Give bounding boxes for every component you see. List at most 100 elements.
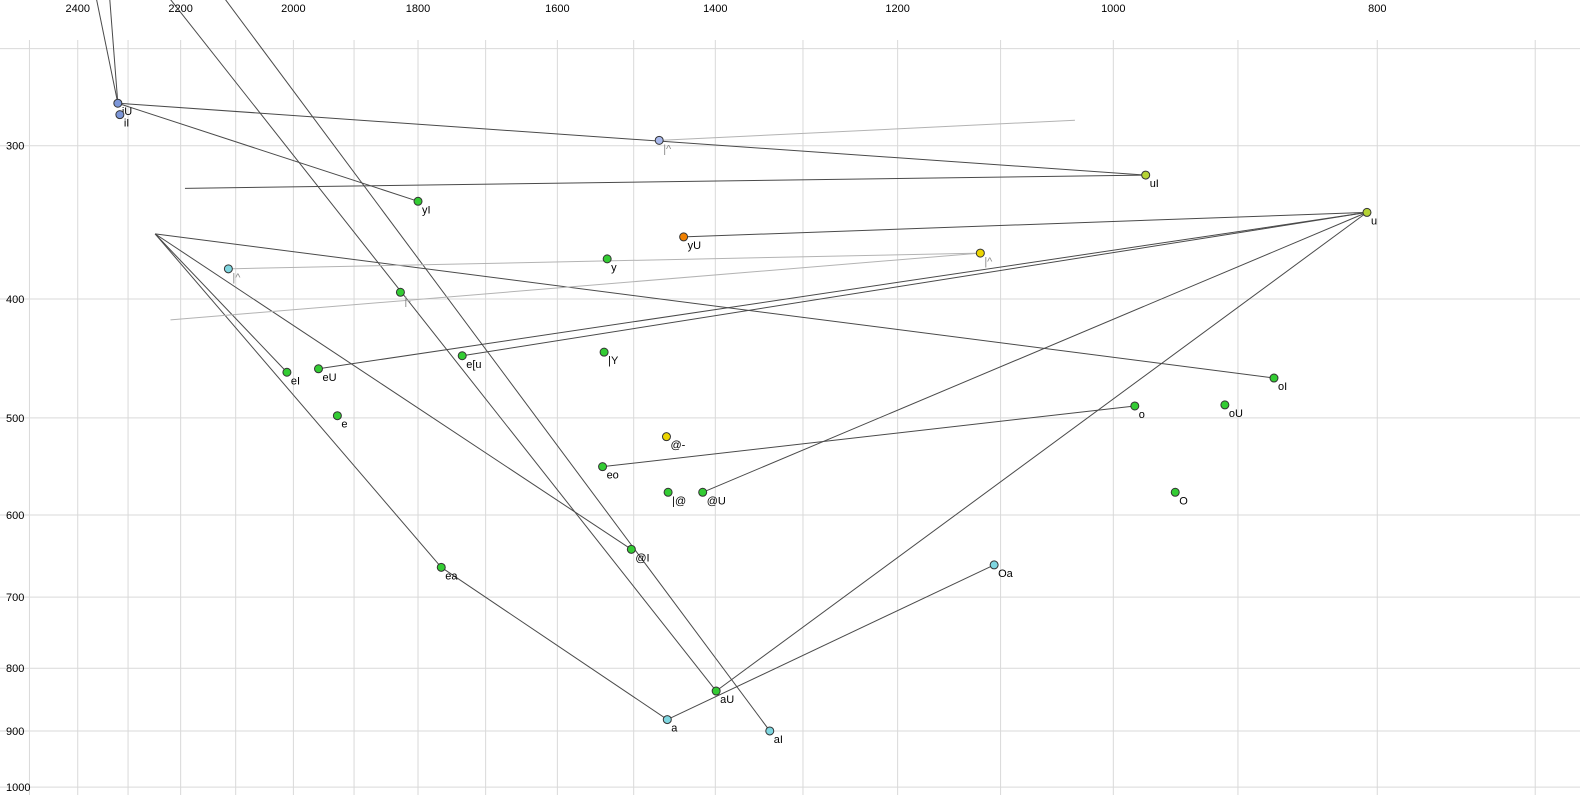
trajectory-line-9 — [155, 233, 1275, 379]
x-tick-label-2000: 2000 — [281, 3, 305, 15]
vowel-point-e — [332, 411, 342, 421]
vowel-label-yU: yU — [688, 240, 702, 252]
trajectory-line-18 — [117, 102, 419, 202]
vowel-point-|^ — [975, 248, 985, 258]
y-tick-label-600: 600 — [6, 510, 24, 522]
trajectory-line-7 — [154, 233, 632, 550]
vowel-point-uI — [1141, 170, 1151, 180]
trajectory-line-15 — [318, 211, 1368, 370]
vowel-point-a — [662, 715, 672, 725]
vowel-label-aI: aI — [774, 734, 783, 746]
trajectory-line-0 — [96, 0, 119, 104]
vowel-point-eo — [598, 462, 608, 472]
y-tick-label-700: 700 — [6, 592, 24, 604]
vowel-point-oU — [1220, 400, 1230, 410]
vowel-label-eo: eo — [607, 470, 619, 482]
vowel-label-aU: aU — [720, 694, 734, 706]
vowel-point-eU — [314, 364, 324, 374]
y-tick-label-400: 400 — [6, 294, 24, 306]
vowel-point-@U — [698, 487, 708, 497]
vowel-point-|- — [395, 287, 405, 297]
trajectory-line-10 — [440, 566, 668, 720]
vowel-point-|Y — [599, 347, 609, 357]
vowel-label-iU: iU — [122, 106, 132, 118]
trajectory-line-3 — [184, 174, 1146, 189]
vowel-label-oU: oU — [1229, 408, 1243, 420]
vowel-point-@- — [661, 432, 671, 442]
vowel-point-aI — [765, 726, 775, 736]
vowel-label-|^: |^ — [663, 143, 672, 155]
vowel-point-eI — [282, 367, 292, 377]
x-tick-label-2200: 2200 — [168, 3, 192, 15]
vowel-point-|@ — [663, 487, 673, 497]
vowel-point-u — [1362, 207, 1372, 217]
vowel-point-O — [1170, 487, 1180, 497]
x-tick-label-1600: 1600 — [545, 3, 569, 15]
vowel-point-iI — [115, 110, 125, 120]
vowel-point-o — [1130, 401, 1140, 411]
vowel-label-|Y: |Y — [608, 355, 619, 367]
vowel-label-e: e — [341, 419, 347, 431]
vowel-label-|^: |^ — [984, 256, 993, 268]
vowel-label-u: u — [1371, 215, 1377, 227]
vowel-point-e[u — [457, 351, 467, 361]
vowel-point-y — [602, 254, 612, 264]
x-tick-label-2400: 2400 — [65, 3, 89, 15]
vowel-point-iU — [113, 98, 123, 108]
vowel-label-iI: iI — [124, 118, 130, 130]
y-tick-label-800: 800 — [6, 663, 24, 675]
vowel-label-y: y — [611, 262, 617, 274]
vowel-label-|^: |^ — [232, 272, 241, 284]
vowel-label-|-: |- — [404, 295, 411, 307]
x-tick-label-1400: 1400 — [703, 3, 727, 15]
trajectory-line-2 — [117, 102, 1146, 176]
trajectory-line-5 — [225, 0, 771, 732]
trajectory-line-21 — [659, 119, 1075, 141]
x-tick-label-1200: 1200 — [885, 3, 909, 15]
vowel-point-|^ — [223, 264, 233, 274]
vowel-label-|@: |@ — [672, 495, 686, 507]
vowel-point-Oa — [989, 560, 999, 570]
vowel-label-ea: ea — [445, 570, 458, 582]
y-tick-label-300: 300 — [6, 141, 24, 153]
vowel-label-e[u: e[u — [466, 359, 481, 371]
vowel-point-yU — [679, 232, 689, 242]
y-tick-label-500: 500 — [6, 413, 24, 425]
trajectory-line-13 — [702, 211, 1368, 493]
trajectory-line-4 — [170, 0, 717, 692]
vowel-point-aU — [711, 686, 721, 696]
x-tick-label-1000: 1000 — [1101, 3, 1125, 15]
vowel-label-a: a — [671, 723, 678, 735]
vowel-label-O: O — [1179, 495, 1188, 507]
trajectory-line-17 — [602, 405, 1135, 468]
vowel-point-oI — [1269, 373, 1279, 383]
vowel-label-yI: yI — [422, 204, 431, 216]
trajectory-line-20 — [170, 252, 981, 321]
y-tick-label-1000: 1000 — [6, 782, 30, 794]
vowel-label-eI: eI — [291, 375, 300, 387]
trajectory-line-6 — [154, 233, 288, 373]
vowel-label-oI: oI — [1278, 381, 1287, 393]
trajectory-line-1 — [109, 0, 119, 104]
trajectory-line-11 — [667, 564, 995, 721]
trajectory-line-14 — [462, 211, 1368, 357]
vowel-label-@-: @- — [670, 440, 685, 452]
x-tick-label-800: 800 — [1368, 3, 1386, 15]
vowel-label-eU: eU — [323, 372, 337, 384]
vowel-label-o: o — [1139, 409, 1145, 421]
trajectory-line-12 — [715, 211, 1368, 692]
x-tick-label-1800: 1800 — [406, 3, 430, 15]
trajectory-line-8 — [154, 233, 442, 568]
vowel-point-|^ — [654, 135, 664, 145]
vowel-label-Oa: Oa — [998, 568, 1014, 580]
vowel-point-ea — [436, 562, 446, 572]
vowel-label-uI: uI — [1150, 178, 1159, 190]
vowel-label-@I: @I — [635, 552, 649, 564]
vowel-label-@U: @U — [707, 495, 726, 507]
y-tick-label-900: 900 — [6, 726, 24, 738]
vowel-point-@I — [626, 544, 636, 554]
trajectory-line-16 — [683, 211, 1367, 238]
